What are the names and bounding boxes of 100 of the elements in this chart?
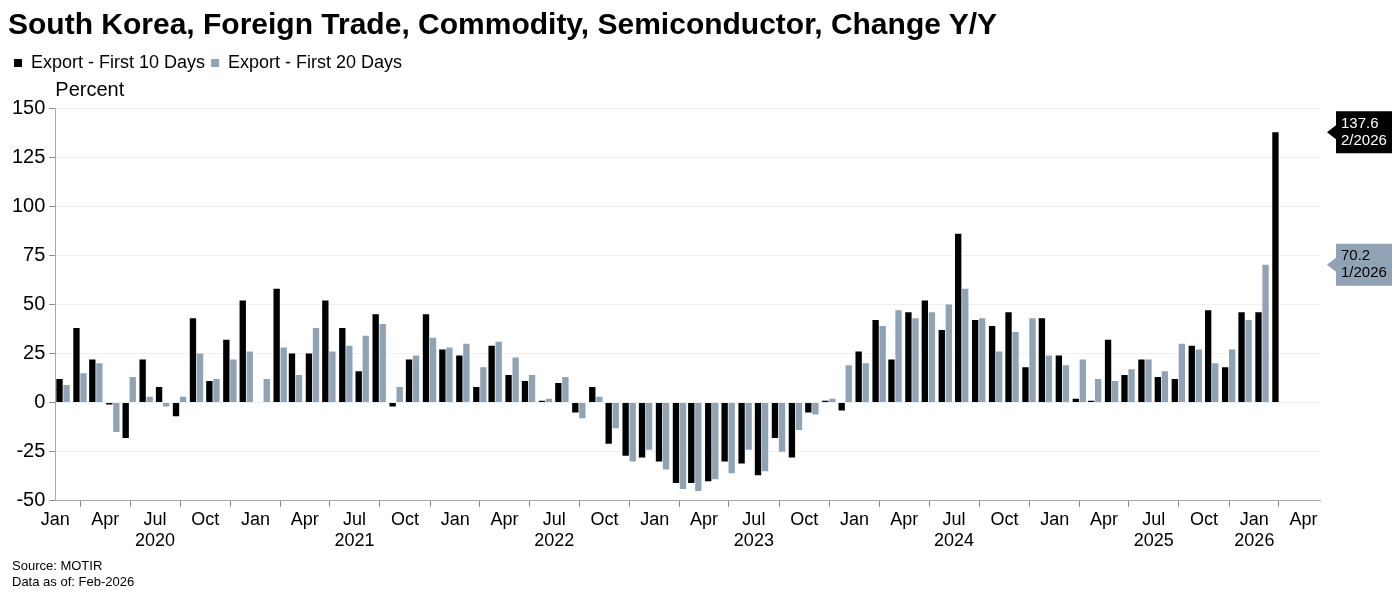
bar — [1205, 310, 1212, 403]
chart-title: South Korea, Foreign Trade, Commodity, Semiconductor, Change Y/Y — [8, 7, 998, 41]
bar — [921, 300, 929, 403]
bar — [446, 347, 453, 403]
legend-label: Export - First 10 Days — [31, 51, 206, 72]
bar — [528, 375, 536, 403]
bar — [473, 386, 480, 403]
y-tick-label: 75 — [23, 242, 46, 265]
bar — [1245, 320, 1252, 403]
bar — [246, 351, 253, 403]
x-tick-label: Jan — [840, 508, 870, 529]
x-tick-label: Jul 2024 — [934, 508, 975, 551]
bar — [355, 371, 362, 403]
bar — [612, 403, 619, 429]
bar — [955, 233, 962, 403]
bar — [295, 375, 303, 403]
bar — [872, 320, 879, 403]
y-tick-label: 125 — [11, 144, 46, 167]
bar — [805, 403, 812, 413]
x-tick-label: Apr — [890, 508, 919, 529]
bar — [979, 318, 986, 403]
y-tick-label: 150 — [11, 95, 46, 118]
bar — [1055, 355, 1063, 403]
bar — [312, 327, 320, 403]
bar — [788, 403, 796, 458]
bar — [480, 367, 487, 403]
bar — [305, 353, 313, 403]
bar — [1094, 379, 1102, 403]
bar — [1272, 132, 1279, 403]
bar — [655, 403, 663, 462]
y-axis-title: Percent — [55, 77, 125, 100]
x-tick-label: Jul 2020 — [134, 508, 175, 551]
bar — [829, 398, 836, 403]
bar — [995, 351, 1003, 403]
bar — [505, 375, 512, 403]
bar — [662, 403, 670, 470]
legend-label: Export - First 20 Days — [228, 51, 403, 72]
bar — [1045, 355, 1053, 403]
bar — [928, 312, 936, 403]
bar — [96, 363, 103, 403]
bar — [1022, 367, 1029, 403]
bar — [1005, 312, 1012, 403]
bar — [705, 403, 712, 482]
bar — [745, 403, 752, 450]
bar — [488, 345, 495, 403]
bar — [322, 300, 329, 403]
bar — [845, 365, 852, 403]
bar — [1079, 359, 1087, 403]
bar — [1138, 359, 1145, 403]
x-tick-label: Oct — [191, 508, 220, 529]
bar — [1104, 339, 1112, 403]
bar — [754, 403, 762, 476]
x-tick-label: Apr — [690, 508, 719, 529]
x-tick-label: Jul 2021 — [334, 508, 375, 551]
bar — [938, 329, 945, 403]
bar — [1128, 369, 1135, 403]
x-tick-label: Apr — [490, 508, 519, 529]
bar — [695, 403, 702, 491]
bar — [589, 386, 596, 403]
bar — [862, 363, 869, 403]
bar — [1154, 377, 1162, 403]
x-tick-label: Oct — [590, 508, 619, 529]
bar — [189, 318, 197, 403]
bar — [273, 288, 280, 403]
text: 70.2 1/2026 — [1341, 246, 1387, 281]
bar — [329, 351, 336, 403]
bar — [56, 379, 63, 403]
bar — [280, 347, 287, 403]
bar — [1012, 331, 1019, 403]
x-tick-label: Oct — [390, 508, 419, 529]
bar — [721, 403, 728, 462]
bar — [405, 359, 413, 403]
bar — [622, 403, 629, 456]
bar — [521, 381, 529, 403]
bar — [412, 355, 420, 403]
bar — [629, 403, 636, 462]
y-tick-label: 25 — [23, 341, 46, 364]
bar — [1145, 359, 1152, 403]
bar — [372, 314, 379, 403]
bar — [638, 403, 646, 458]
bar — [439, 349, 446, 403]
bar — [463, 343, 470, 403]
bar — [905, 312, 912, 403]
y-tick-label: 100 — [11, 193, 46, 216]
x-tick-label: Jul 2022 — [534, 508, 575, 551]
bar — [1188, 345, 1195, 403]
bar — [213, 379, 220, 403]
bar — [346, 345, 353, 403]
y-tick-label: 0 — [34, 390, 46, 413]
bar — [945, 304, 953, 403]
bar — [172, 403, 180, 417]
bar — [422, 314, 430, 403]
bar — [429, 337, 437, 403]
bar — [89, 359, 96, 403]
bar — [113, 403, 120, 433]
x-tick-label: Jul 2023 — [733, 508, 774, 551]
bar — [196, 353, 204, 403]
x-tick-label: Jan 2026 — [1234, 508, 1275, 551]
x-tick-label: Oct — [1190, 508, 1219, 529]
bar — [1212, 363, 1219, 403]
